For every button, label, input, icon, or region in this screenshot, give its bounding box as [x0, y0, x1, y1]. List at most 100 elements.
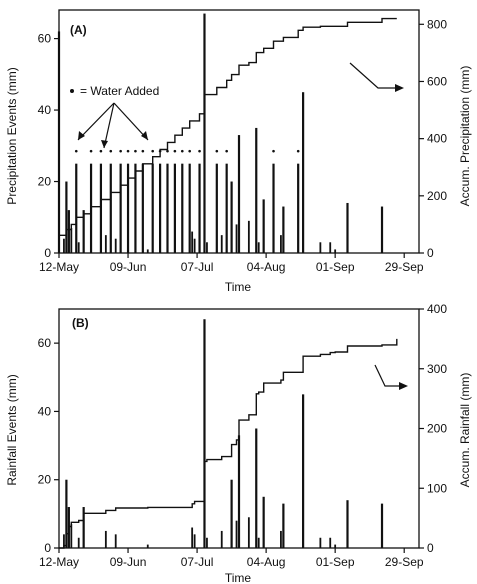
bar: [282, 503, 285, 548]
x-tick-label: 09-Jun: [110, 260, 147, 274]
annotation-label: = Water Added: [80, 84, 159, 98]
bar: [141, 163, 144, 253]
y-tick-label: 40: [38, 404, 52, 418]
bar: [75, 163, 78, 253]
bar: [334, 544, 337, 548]
bar: [77, 242, 80, 253]
bar: [225, 163, 228, 253]
x-tick-label: 04-Aug: [247, 260, 286, 274]
panel-b-bars: [63, 319, 384, 548]
bar: [297, 163, 300, 253]
bar: [215, 163, 218, 253]
water-added-dot: [272, 149, 275, 153]
x-tick-label: 12-May: [39, 260, 79, 274]
x-tick-label: 07-Jul: [181, 260, 214, 274]
annotation-arrow-right: [113, 102, 149, 141]
bar: [134, 163, 137, 253]
y2-tick-label: 600: [427, 74, 447, 88]
bar: [247, 517, 250, 548]
bar: [237, 435, 241, 548]
bar: [114, 238, 117, 253]
cumulative-arrow-line: [374, 364, 400, 387]
bar: [319, 537, 322, 548]
bar: [262, 199, 265, 253]
bar: [220, 530, 223, 548]
bar: [235, 520, 238, 548]
water-added-dot: [180, 149, 184, 153]
panel-a-x-axis-title: Time: [225, 280, 252, 294]
y2-tick-label: 400: [427, 132, 447, 146]
bar: [380, 206, 384, 253]
panel-a-label: (A): [70, 23, 87, 37]
plot-frame: [58, 9, 420, 254]
bar: [70, 227, 73, 253]
y-tick-label: 20: [38, 473, 52, 487]
annotation-arrowhead-left: [78, 131, 85, 140]
y2-tick-label: 100: [427, 481, 447, 495]
bar: [203, 319, 206, 548]
bar: [146, 249, 149, 253]
y2-tick-label: 200: [427, 189, 447, 203]
bar: [272, 163, 275, 253]
annotation-arrow-left: [77, 102, 115, 141]
bar: [334, 249, 337, 253]
bar: [380, 503, 384, 548]
y2-tick-label: 0: [427, 541, 434, 555]
bar: [302, 394, 305, 548]
y2-tick-label: 0: [427, 246, 434, 260]
bar: [181, 163, 184, 253]
bar: [346, 500, 349, 548]
water-added-dot: [109, 149, 113, 153]
bar: [146, 544, 149, 548]
y2-tick-label: 200: [427, 422, 447, 436]
bar: [282, 206, 285, 253]
bar: [63, 238, 65, 253]
panel-b-cumulative-arrow: [374, 364, 408, 390]
bar: [151, 163, 154, 253]
bar: [302, 92, 305, 253]
water-added-dot: [166, 149, 169, 153]
bar: [77, 537, 80, 548]
cumulative-line: [59, 17, 397, 236]
bar: [280, 235, 282, 253]
bar: [173, 163, 176, 253]
water-added-dot: [89, 149, 93, 153]
bar: [158, 163, 162, 253]
bar: [70, 524, 73, 548]
y2-tick-label: 800: [427, 17, 447, 31]
water-added-dot: [151, 149, 154, 153]
water-added-dot: [126, 149, 130, 153]
bar: [206, 537, 208, 548]
bar: [82, 507, 85, 548]
bar: [280, 530, 282, 548]
panel-a-bars: [57, 13, 384, 253]
bar: [126, 163, 130, 253]
water-added-dot: [296, 149, 300, 153]
bar: [220, 235, 223, 253]
bar: [104, 235, 107, 253]
bar: [255, 428, 258, 548]
annotation-arrow-mid: [103, 102, 115, 149]
bar: [198, 163, 201, 253]
bar: [65, 479, 68, 548]
bar: [67, 210, 70, 253]
panel-b: 12-May 09-Jun 07-Jul 04-Aug 01-Sep 29-Sep0204…: [5, 302, 472, 584]
bar: [188, 163, 191, 253]
x-tick-label: 07-Jul: [181, 555, 214, 569]
bar: [104, 530, 107, 548]
cumulative-arrowhead: [395, 84, 404, 92]
bar: [82, 210, 85, 253]
x-tick-label: 04-Aug: [247, 555, 286, 569]
panel-b-y2-axis-title: Accum. Rainfall (mm): [458, 373, 472, 488]
y2-tick-label: 400: [427, 302, 447, 316]
panel-a-annotation: = Water Added: [70, 84, 159, 149]
bar: [203, 13, 206, 253]
bar: [99, 163, 103, 253]
bar: [230, 479, 233, 548]
bar: [119, 163, 122, 253]
bar: [329, 242, 332, 253]
bar: [193, 534, 196, 548]
bar: [193, 238, 196, 253]
x-tick-label: 09-Jun: [110, 555, 147, 569]
